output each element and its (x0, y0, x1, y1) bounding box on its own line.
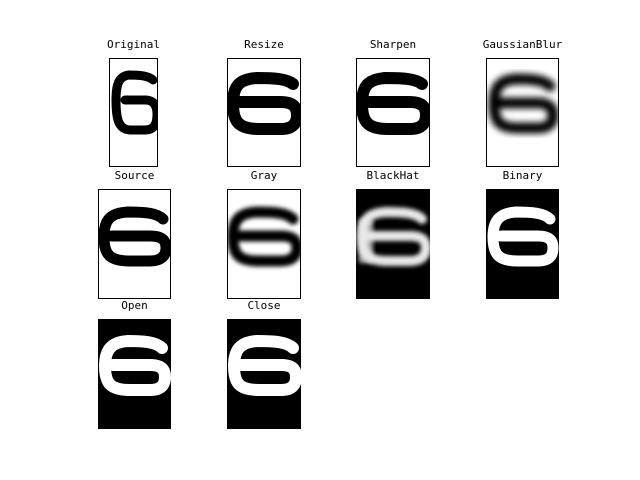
image-resize (227, 58, 301, 167)
image-open (98, 319, 171, 429)
panel-title-blackhat: BlackHat (366, 169, 420, 182)
image-gray (227, 189, 301, 299)
image-blackhat (356, 189, 430, 299)
panel-title-open: Open (121, 299, 148, 312)
panel-title-source: Source (114, 169, 155, 182)
panel-gaussianblur: GaussianBlur (483, 38, 562, 167)
image-source (98, 189, 171, 299)
panel-title-close: Close (247, 299, 281, 312)
panel-close: Close (227, 299, 301, 429)
panel-binary: Binary (486, 169, 559, 299)
panel-title-sharpen: Sharpen (369, 38, 417, 51)
panel-title-gray: Gray (250, 169, 278, 182)
image-binary (486, 189, 559, 299)
panel-title-resize: Resize (244, 38, 284, 51)
panel-sharpen: Sharpen (356, 38, 430, 167)
image-close (227, 319, 301, 429)
panel-resize: Resize (227, 38, 301, 167)
panel-title-binary: Binary (502, 169, 543, 182)
image-original (109, 58, 158, 167)
image-sharpen (356, 58, 430, 167)
image-gaussianblur (486, 58, 559, 167)
panel-original: Original (107, 38, 160, 167)
panel-gray: Gray (227, 169, 301, 299)
panel-source: Source (98, 169, 171, 299)
panel-open: Open (98, 299, 171, 429)
panel-blackhat: BlackHat (356, 169, 430, 299)
panel-title-gaussianblur: GaussianBlur (482, 38, 563, 51)
panel-title-original: Original (107, 38, 160, 51)
